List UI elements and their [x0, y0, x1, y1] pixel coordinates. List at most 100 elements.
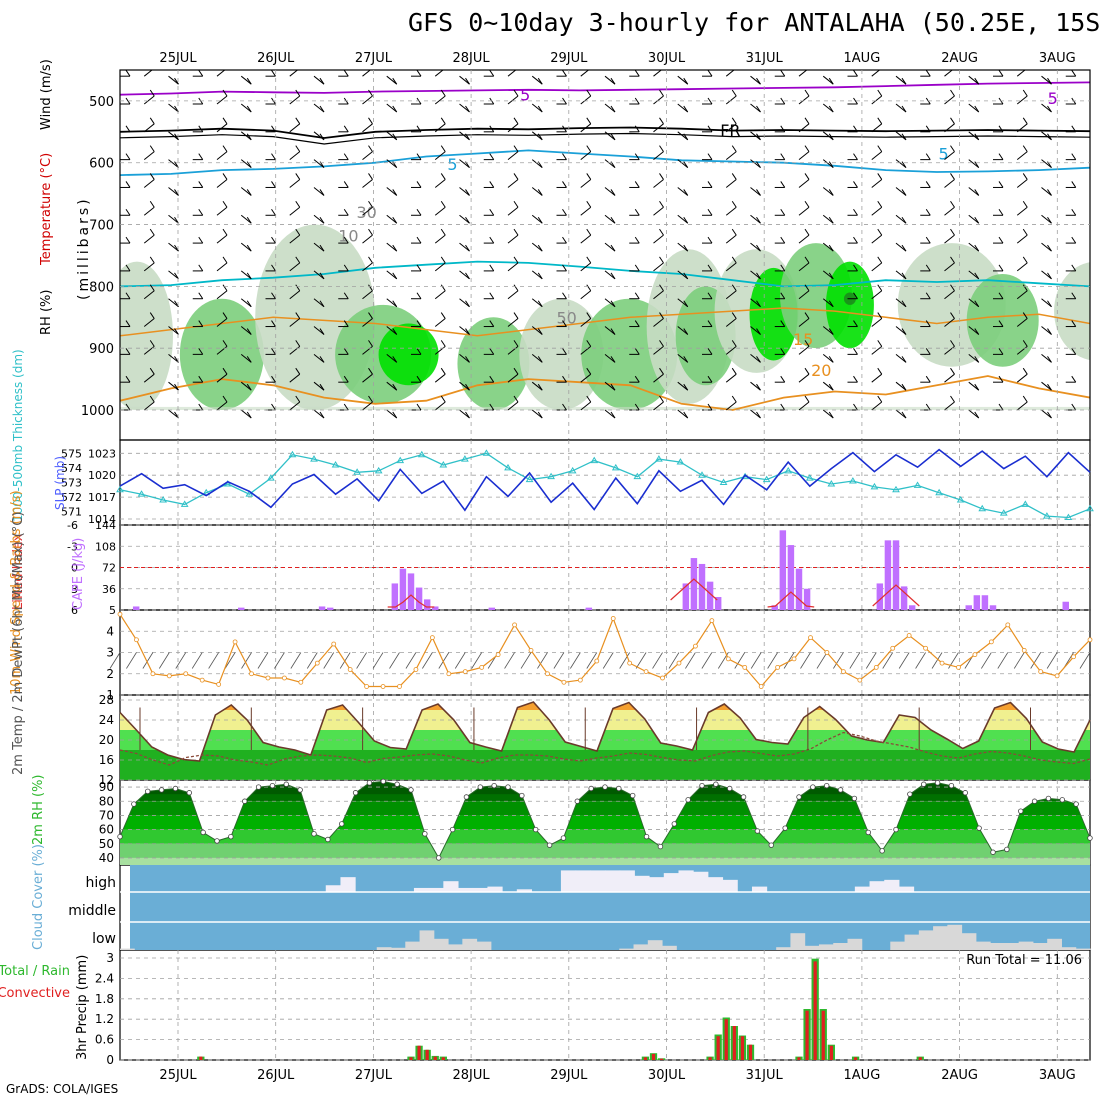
wind-barb: [531, 298, 543, 308]
wind-barb-flag: [1022, 340, 1028, 347]
rh-marker: [463, 794, 470, 800]
wind-barb: [871, 70, 881, 77]
wind-barb-flag: [489, 375, 495, 383]
wind-barb-flag: [149, 89, 155, 97]
wind-barb-10m: [1046, 652, 1058, 669]
thickness-marker: [288, 450, 297, 458]
cloud-low-block: [1047, 938, 1062, 950]
wind-barb-flag: [368, 200, 373, 208]
wind-barb-flag: [974, 300, 980, 308]
wind-barb-flag: [441, 62, 445, 68]
wind-barb: [1016, 345, 1028, 355]
thickness-tick-label: 575: [61, 447, 82, 460]
wind-barb-flag: [634, 125, 640, 133]
wind-barb-flag: [1047, 189, 1052, 196]
cloud-low-block: [804, 945, 820, 950]
wind-barb-10m: [602, 652, 614, 669]
wind-barb-flag: [1022, 173, 1028, 180]
wind-barb-flag: [295, 395, 301, 403]
wind-barb-flag: [756, 133, 761, 141]
wind-barb: [168, 159, 179, 169]
wind-barb-flag: [780, 236, 786, 244]
wind-barb-flag: [998, 375, 1004, 383]
wind-barb-flag: [149, 117, 155, 125]
wind-barb: [725, 234, 737, 244]
wind-barb: [1041, 159, 1052, 169]
wind-barb: [434, 401, 446, 411]
wind-barb: [968, 270, 980, 280]
thickness-marker: [956, 496, 965, 503]
wind-barb-flag: [149, 284, 155, 292]
wind-barb: [677, 103, 689, 113]
wind-barb-10m: [126, 652, 137, 669]
wind-barb: [216, 401, 228, 411]
wind-barb: [822, 214, 834, 224]
wind-label: Wind (m/s): [39, 59, 54, 130]
wind-barb-flag: [974, 383, 980, 391]
wind-barb: [507, 345, 519, 355]
wind-barb-flag: [804, 284, 810, 292]
wind-barb-flag: [634, 264, 640, 272]
wind-barb: [677, 270, 689, 280]
wind-speed-marker: [216, 681, 222, 687]
rh-marker: [1031, 798, 1038, 804]
wind-barb-flag: [804, 340, 810, 347]
wind-barb-flag: [974, 189, 980, 196]
cloud-high-block: [443, 881, 459, 892]
lifted-index-tick-label: -3: [67, 540, 78, 553]
wind-barb: [604, 159, 616, 169]
wind-barb: [386, 381, 398, 391]
thickness-marker: [849, 477, 857, 484]
wind-barb: [895, 409, 907, 419]
wind-barb-flag: [925, 181, 931, 188]
wind-barb-flag: [780, 348, 786, 355]
wind-barb: [798, 401, 810, 411]
wind-barb-flag: [295, 256, 301, 264]
wind-barb-flag: [392, 411, 398, 419]
wind-speed-marker: [840, 669, 846, 675]
wind-barb-flag: [295, 89, 301, 97]
wind-barb-flag: [513, 312, 519, 319]
wind-barb-flag: [440, 228, 446, 236]
contour-label-9: 10: [338, 227, 358, 246]
wind-barb: [653, 290, 664, 300]
wind-barb-flag: [416, 125, 422, 133]
wind-barb-flag: [1047, 300, 1052, 308]
wind-barb: [580, 151, 592, 161]
wind-barb-flag: [804, 228, 810, 236]
wind-barb-flag: [125, 348, 131, 355]
wind-barb: [871, 262, 883, 272]
wind-barb-flag: [634, 208, 640, 216]
day-label-bottom: 25JUL: [159, 1068, 197, 1083]
wind-speed-marker: [199, 677, 205, 683]
rh-marker: [962, 790, 968, 796]
wind-barb-flag: [780, 97, 786, 105]
cape-axis-label: CAPE (J/kg): [71, 538, 86, 610]
wind-barb: [822, 298, 834, 308]
wind-barb-flag: [246, 328, 252, 335]
rh-marker: [671, 821, 677, 827]
pressure-tick-label: 800: [89, 280, 114, 295]
wind-barb-flag: [368, 395, 373, 403]
wind-barb-flag: [174, 328, 179, 335]
wind-barb: [580, 70, 590, 77]
wind-barb-flag: [828, 133, 834, 141]
precip-convective-bar: [651, 1053, 656, 1060]
slp-tick-label: 1020: [88, 469, 116, 482]
wind-barb-10m: [849, 652, 861, 669]
wind-barb: [822, 103, 834, 113]
rh-marker: [727, 785, 733, 792]
wind-barb: [677, 298, 689, 308]
day-label-bottom: 31JUL: [746, 1068, 784, 1083]
wind-barb-flag: [368, 340, 373, 347]
wind-barb-flag: [1022, 395, 1028, 403]
wind-barb: [168, 242, 179, 252]
wind-barb: [434, 318, 446, 327]
day-label-top: 25JUL: [159, 51, 197, 66]
wind-barb: [798, 345, 810, 355]
wind-barb-flag: [853, 153, 858, 160]
wind-barb: [871, 206, 883, 216]
wind-barb: [968, 298, 980, 308]
wind-barb-flag: [271, 181, 276, 188]
cape-bar: [981, 595, 989, 610]
